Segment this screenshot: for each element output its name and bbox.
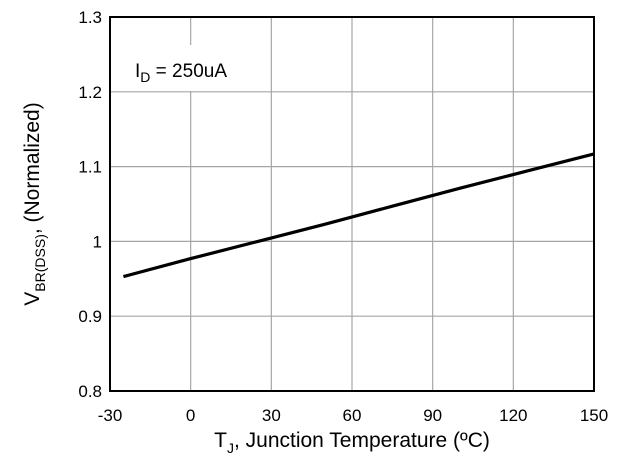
x-axis-label-subscript: J <box>227 440 234 456</box>
annotation-rest: = 250uA <box>150 61 227 82</box>
series-line <box>122 152 595 279</box>
y-tick-label: 1 <box>93 232 102 251</box>
y-axis-label-subscript: BR(DSS) <box>32 234 48 292</box>
x-axis-label-rest: , Junction Temperature (ºC) <box>234 429 490 452</box>
x-axis-label: TJ, Junction Temperature (ºC) <box>214 429 490 456</box>
series-layer <box>122 152 595 279</box>
x-tick-label: 60 <box>343 406 362 425</box>
x-tick-label: 120 <box>499 406 527 425</box>
x-tick-label: 90 <box>423 406 442 425</box>
annotation-box: ID = 250uA <box>122 45 258 91</box>
tick-labels: -30 0 30 60 90 120 150 0.8 0.9 1 1.1 1.2 1.3 <box>78 8 608 425</box>
y-axis-label-main: V <box>21 292 44 306</box>
y-tick-label: 1.3 <box>78 8 102 27</box>
y-tick-label: 1.2 <box>78 83 102 102</box>
x-tick-label: 30 <box>262 406 281 425</box>
x-tick-label: 150 <box>580 406 608 425</box>
y-axis-label: VBR(DSS), (Normalized) <box>21 102 48 305</box>
plot-frame <box>109 16 595 392</box>
annotation-main: I <box>135 61 140 82</box>
x-axis-label-main: T <box>214 429 227 452</box>
y-tick-label: 0.9 <box>78 307 102 326</box>
y-tick-label: 1.1 <box>78 158 102 177</box>
y-axis-label-rest: , (Normalized) <box>21 102 44 234</box>
annotation-background <box>122 45 258 91</box>
x-tick-label: 0 <box>186 406 195 425</box>
grid <box>110 17 594 391</box>
annotation-text: ID = 250uA <box>135 61 227 85</box>
x-tick-label: -30 <box>98 406 123 425</box>
annotation-subscript: D <box>140 69 150 85</box>
y-tick-label: 0.8 <box>78 382 102 401</box>
